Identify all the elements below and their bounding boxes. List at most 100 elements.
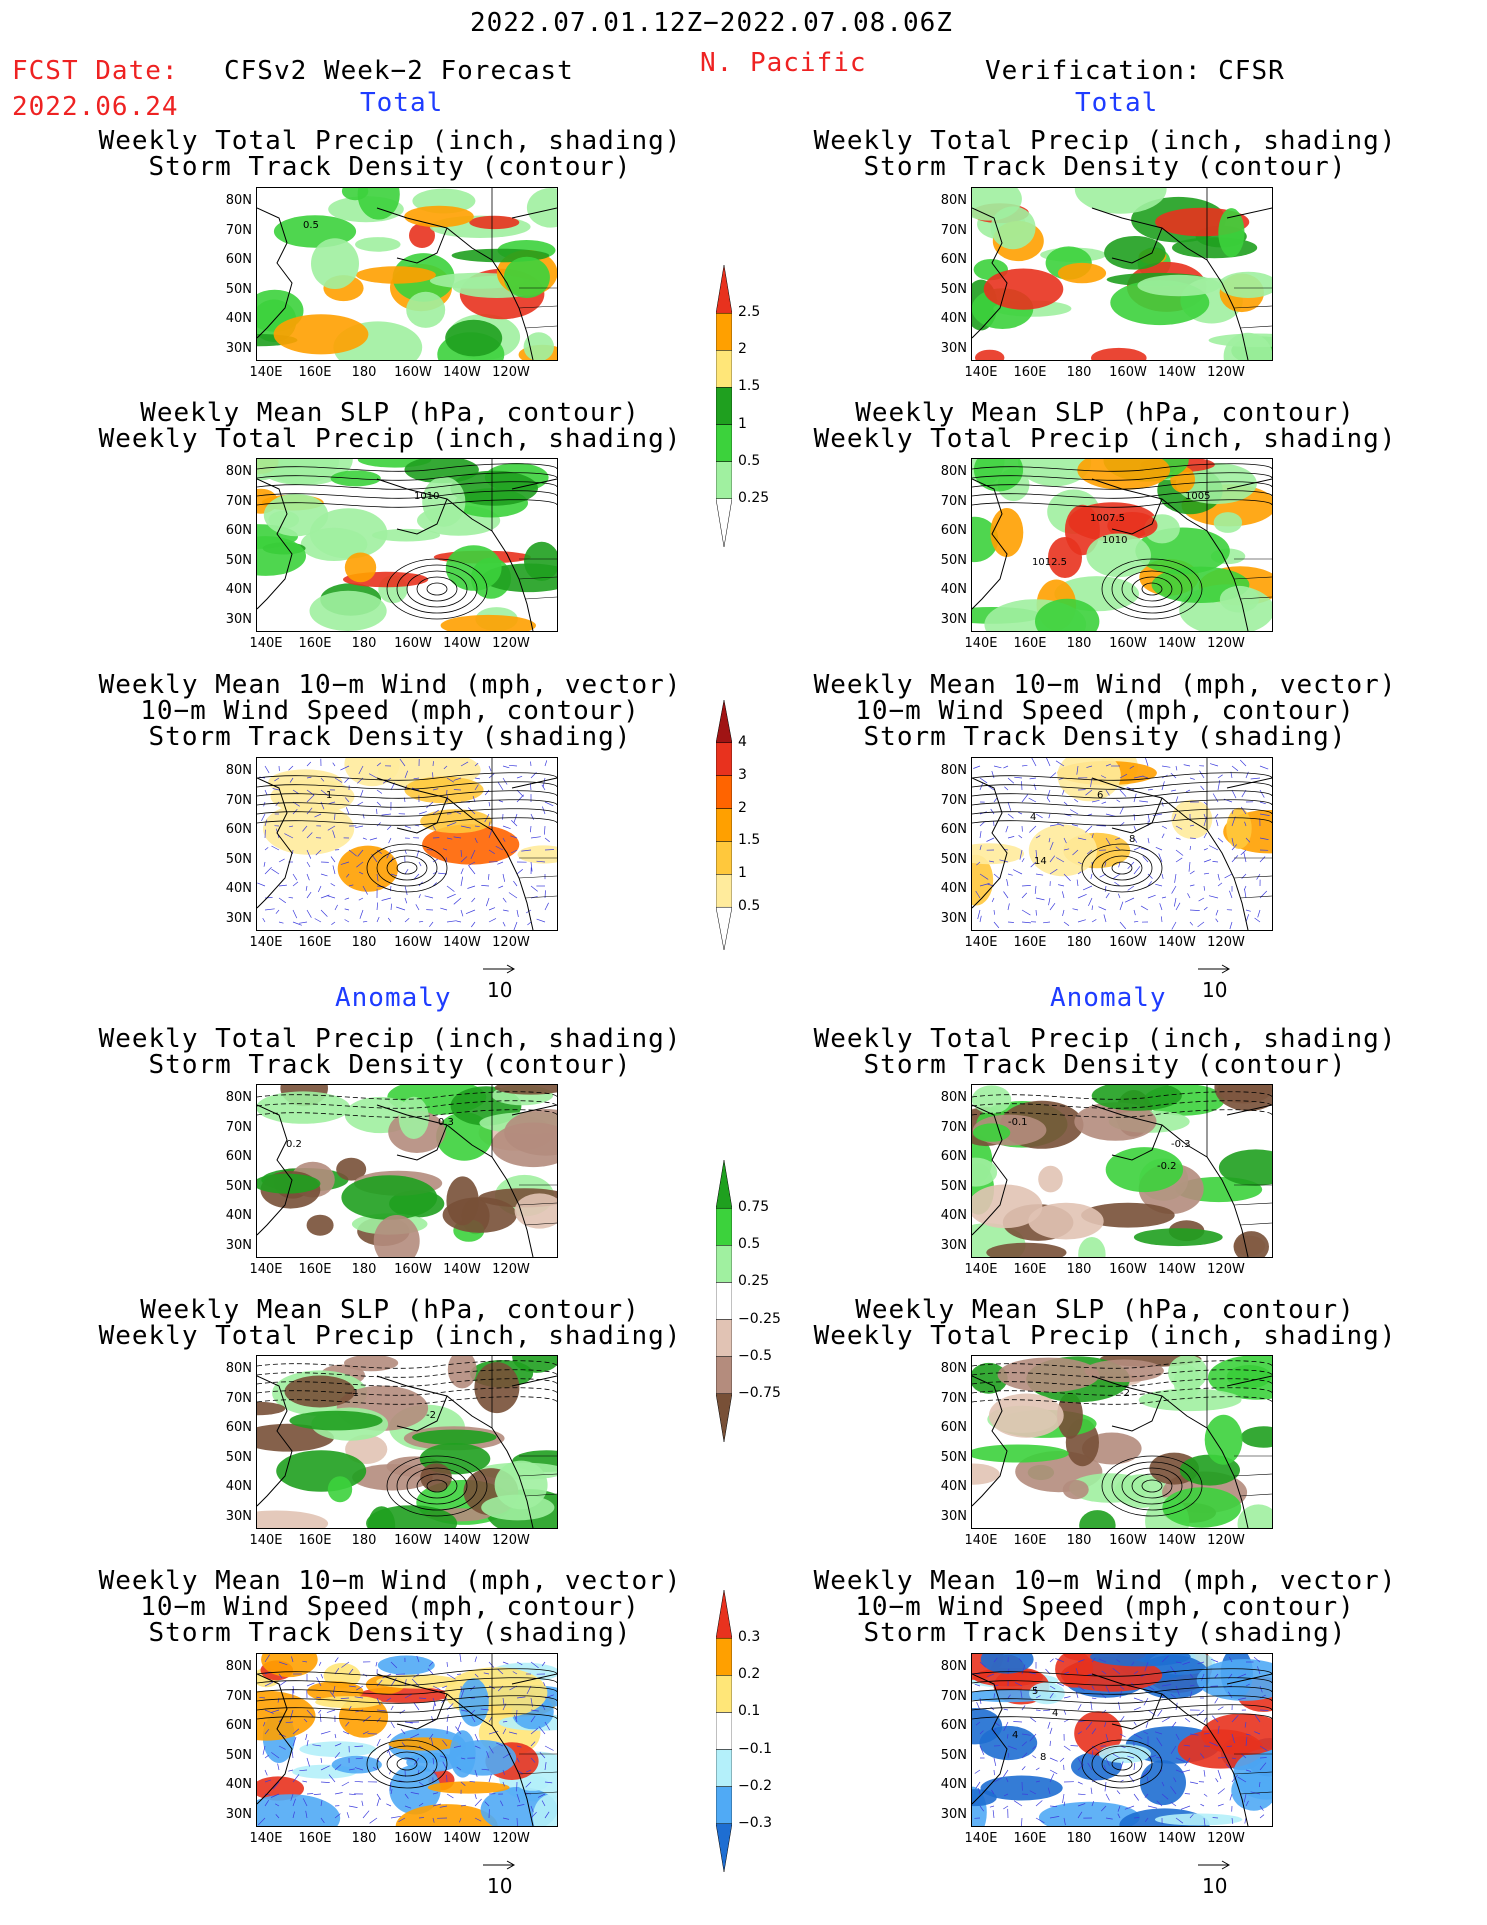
wind-vector — [320, 777, 325, 782]
contour-line — [396, 1757, 418, 1771]
wind-vector — [1244, 889, 1247, 899]
state-borders — [518, 287, 557, 329]
shading-blob — [276, 1450, 367, 1492]
wind-vector — [502, 909, 509, 912]
panel-title-line: Weekly Mean SLP (hPa, contour) — [140, 398, 640, 428]
wind-vector — [404, 1793, 409, 1799]
wind-vector — [443, 765, 448, 770]
wind-vector — [460, 849, 463, 857]
wind-vector — [976, 861, 981, 866]
wind-vector — [1171, 1721, 1177, 1728]
x-tick-label: 180 — [351, 636, 377, 651]
y-tick-label: 30N — [940, 611, 967, 627]
wind-vector — [340, 1697, 350, 1699]
x-tick-label: 180 — [1066, 1262, 1092, 1277]
wind-vector — [271, 845, 280, 851]
wind-vector — [264, 1754, 269, 1759]
contour-line — [257, 463, 557, 472]
panel-title-line: Weekly Mean SLP (hPa, contour) — [855, 1295, 1355, 1325]
wind-vector — [1113, 873, 1121, 879]
wind-vector — [1171, 921, 1177, 930]
wind-vector — [330, 856, 336, 863]
y-tick-label: 60N — [940, 252, 967, 267]
wind-vector — [1173, 1777, 1177, 1783]
contour-line — [972, 772, 1272, 781]
wind-vector — [314, 918, 322, 923]
wind-vector — [1175, 1817, 1184, 1824]
wind-vector — [358, 765, 364, 775]
wind-vector — [1018, 1658, 1023, 1663]
wind-vector — [275, 1814, 280, 1819]
contour-label: 14 — [1034, 856, 1047, 867]
x-tick-label: 160E — [1013, 935, 1047, 950]
wind-vector — [1243, 1793, 1247, 1803]
wind-vector — [530, 825, 532, 833]
shading-blob — [980, 1654, 1034, 1674]
wind-vector — [1007, 777, 1015, 784]
wind-vector — [530, 1757, 536, 1763]
wind-vector — [355, 1757, 364, 1760]
shading-blob — [355, 266, 436, 284]
colorbar-storm_anom — [715, 1589, 733, 1873]
contour-label: -0.2 — [1157, 1161, 1177, 1172]
wind-vector — [1241, 873, 1247, 879]
wind-vector — [362, 1810, 370, 1819]
map-canvas: 1010 — [257, 459, 557, 631]
wind-vector — [1161, 1717, 1170, 1723]
wind-vector — [474, 1745, 481, 1749]
vector-reference: 10 — [1196, 1855, 1232, 1898]
wind-vector — [1231, 816, 1236, 827]
wind-vector — [341, 1661, 350, 1668]
x-tick-label: 160W — [394, 365, 432, 380]
wind-vector — [270, 1709, 280, 1713]
colorbar-bottom-triangle — [715, 1823, 733, 1873]
contour-line — [972, 1109, 1272, 1118]
wind-vector — [1147, 813, 1150, 822]
x-tick-label: 160W — [394, 1831, 432, 1846]
coastline-asia — [972, 777, 1008, 909]
wind-vector — [1147, 1754, 1157, 1759]
wind-vector — [1046, 789, 1051, 799]
wind-vector — [538, 1726, 546, 1735]
section-total-left: Total — [360, 88, 444, 118]
wind-vector — [1007, 1733, 1009, 1739]
wind-vector — [418, 894, 421, 899]
panel-title-line: Storm Track Density (shading) — [863, 722, 1347, 752]
coastline-canada — [511, 478, 557, 490]
wind-vector — [302, 825, 308, 832]
wind-vector — [530, 1728, 539, 1735]
wind-vector — [1229, 921, 1233, 930]
wind-vector — [1139, 800, 1149, 803]
wind-vector — [404, 897, 408, 904]
colorbar-label: 0.5 — [738, 1236, 761, 1253]
wind-vector — [1229, 1793, 1233, 1801]
y-tick-label: 40N — [940, 582, 967, 597]
wind-vector — [306, 873, 310, 881]
wind-vector — [306, 832, 313, 839]
coastline-asia — [257, 207, 293, 339]
wind-vector — [474, 1673, 479, 1678]
wind-vector — [1224, 873, 1233, 879]
wind-vector — [344, 908, 350, 911]
contour-label: 8 — [1129, 834, 1135, 845]
wind-vector — [1144, 1793, 1149, 1798]
wind-vector — [292, 1774, 300, 1783]
state-borders — [1233, 1753, 1272, 1795]
wind-vector — [453, 1745, 462, 1748]
wind-vector — [1091, 919, 1097, 923]
panel-title-right-6: Weekly Mean 10−m Wind (mph, vector) 10−m … — [795, 1568, 1415, 1646]
wind-vector — [356, 861, 364, 868]
shading-blob — [344, 1356, 399, 1372]
shading-blob — [972, 1085, 1012, 1114]
wind-vector — [978, 1788, 981, 1795]
wind-vector — [1088, 897, 1093, 907]
wind-vector — [453, 836, 462, 839]
wind-vector — [993, 1728, 996, 1735]
contour-line — [972, 490, 1272, 499]
colorbar-segment — [715, 312, 733, 351]
y-tick-label: 70N — [940, 1119, 967, 1135]
wind-vector — [1003, 1769, 1009, 1778]
wind-vector — [326, 1709, 336, 1713]
shading-blob — [284, 1375, 356, 1408]
